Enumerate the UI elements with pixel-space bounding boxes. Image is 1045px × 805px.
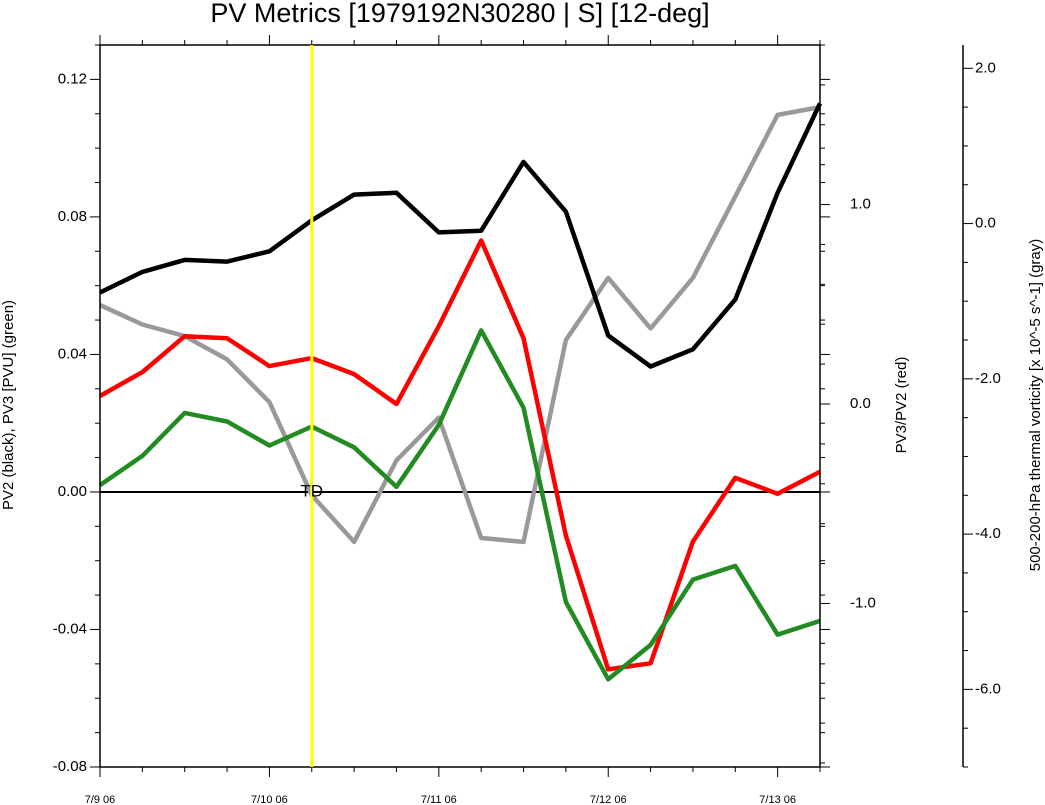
far-right-tick-label: -4.0 bbox=[975, 525, 1001, 542]
left-tick-label: 0.08 bbox=[58, 208, 87, 225]
x-tick-label: 7/12 06 bbox=[590, 794, 627, 805]
right-axis-label: PV3/PV2 (red) bbox=[893, 357, 910, 454]
x-tick-label: 7/13 06 bbox=[759, 794, 796, 805]
chart-title: PV Metrics [1979192N30280 | S] [12-deg] bbox=[210, 0, 709, 28]
event-marker-label: TD bbox=[300, 481, 323, 500]
right-tick-label: 1.0 bbox=[850, 196, 871, 213]
series bbox=[98, 102, 823, 682]
left-tick-label: 0.04 bbox=[58, 345, 87, 362]
right-tick-label: 0.0 bbox=[850, 395, 871, 412]
plot-border bbox=[99, 44, 821, 768]
series-line bbox=[99, 102, 823, 369]
far-right-axis-label: 500-200-hPa thermal vorticity [x 10^-5 s… bbox=[1027, 239, 1044, 572]
left-axis-label: PV2 (black), PV3 [PVU] (green) bbox=[0, 300, 17, 510]
far-right-tick-label: -2.0 bbox=[975, 370, 1001, 387]
far-right-tick-label: -6.0 bbox=[975, 680, 1001, 697]
left-tick-label: -0.04 bbox=[53, 620, 87, 637]
plot-frame bbox=[99, 44, 821, 768]
far-right-tick-label: 0.0 bbox=[975, 215, 996, 232]
series-line bbox=[99, 104, 821, 545]
right-tick-label: -1.0 bbox=[850, 594, 876, 611]
series-line bbox=[98, 238, 822, 672]
far-right-tick-label: 2.0 bbox=[975, 59, 996, 76]
event-marker: TD bbox=[300, 45, 323, 767]
left-tick-label: 0.00 bbox=[58, 483, 87, 500]
x-tick-label: 7/11 06 bbox=[421, 794, 457, 805]
left-tick-label: -0.08 bbox=[53, 758, 87, 775]
axes: 0.12 0.08 0.04 0.00 -0.04 -0.08 1.0 0.0 -1.0 7/9 … bbox=[53, 35, 1001, 805]
x-tick-label: 7/10 06 bbox=[251, 794, 288, 805]
left-tick-label: 0.12 bbox=[58, 70, 87, 87]
series-line bbox=[98, 328, 821, 682]
x-tick-label: 7/9 06 bbox=[85, 794, 116, 805]
